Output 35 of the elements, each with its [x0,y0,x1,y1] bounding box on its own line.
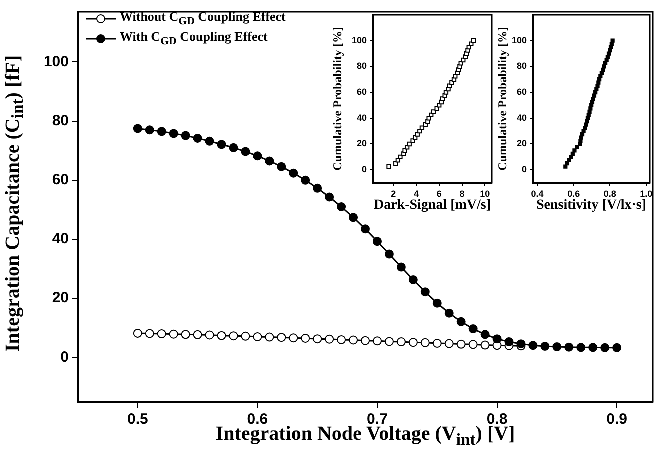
y-tick-label: 80 [356,61,367,72]
y-tick-label: 20 [356,138,367,149]
y-tick-label: 0 [522,164,527,175]
y-tick-label: 100 [44,53,69,70]
x-tick-label: 2 [391,188,396,199]
y-tick-label: 0 [60,348,69,366]
x-tick-label: 4 [414,188,419,199]
x-tick-label: 0.4 [531,188,544,199]
x-tick-label: 10 [480,188,490,199]
x-tick-label: 1.0 [640,188,653,199]
y-tick-label: 0 [362,164,367,175]
y-tick-label: 40 [52,230,69,248]
y-tick-label: 60 [516,87,527,98]
y-tick-label: 80 [52,112,69,130]
x-axis-title: Sensitivity [V/lx·s] [536,198,647,214]
y-tick-label: 100 [352,35,367,46]
legend-label: Without C$_{GD}$ Coupling Effect [120,8,286,30]
y-axis-title: Cumulative Probability [%] [330,27,344,171]
y-tick-label: 20 [516,138,527,149]
x-tick-label: 8 [460,188,465,199]
y-tick-label: 80 [516,61,527,72]
y-tick-label: 40 [516,112,527,123]
x-tick-label: 0.8 [604,188,616,199]
x-axis-title: Dark-Signal [mV/s] [374,198,492,214]
y-axis-title: Cumulative Probability [%] [495,27,510,171]
x-tick-label: 0.9 [606,411,628,428]
legend-label: With C$_{GD}$ Coupling Effect [120,28,268,50]
x-tick-label: 0.6 [568,188,580,199]
x-tick-label: 6 [436,188,442,199]
y-tick-label: 60 [356,87,367,98]
y-tick-label: 100 [512,35,527,46]
y-tick-label: 20 [52,290,69,307]
x-tick-label: 0.5 [127,411,148,428]
y-tick-label: 40 [356,112,367,123]
y-tick-label: 60 [52,172,69,189]
